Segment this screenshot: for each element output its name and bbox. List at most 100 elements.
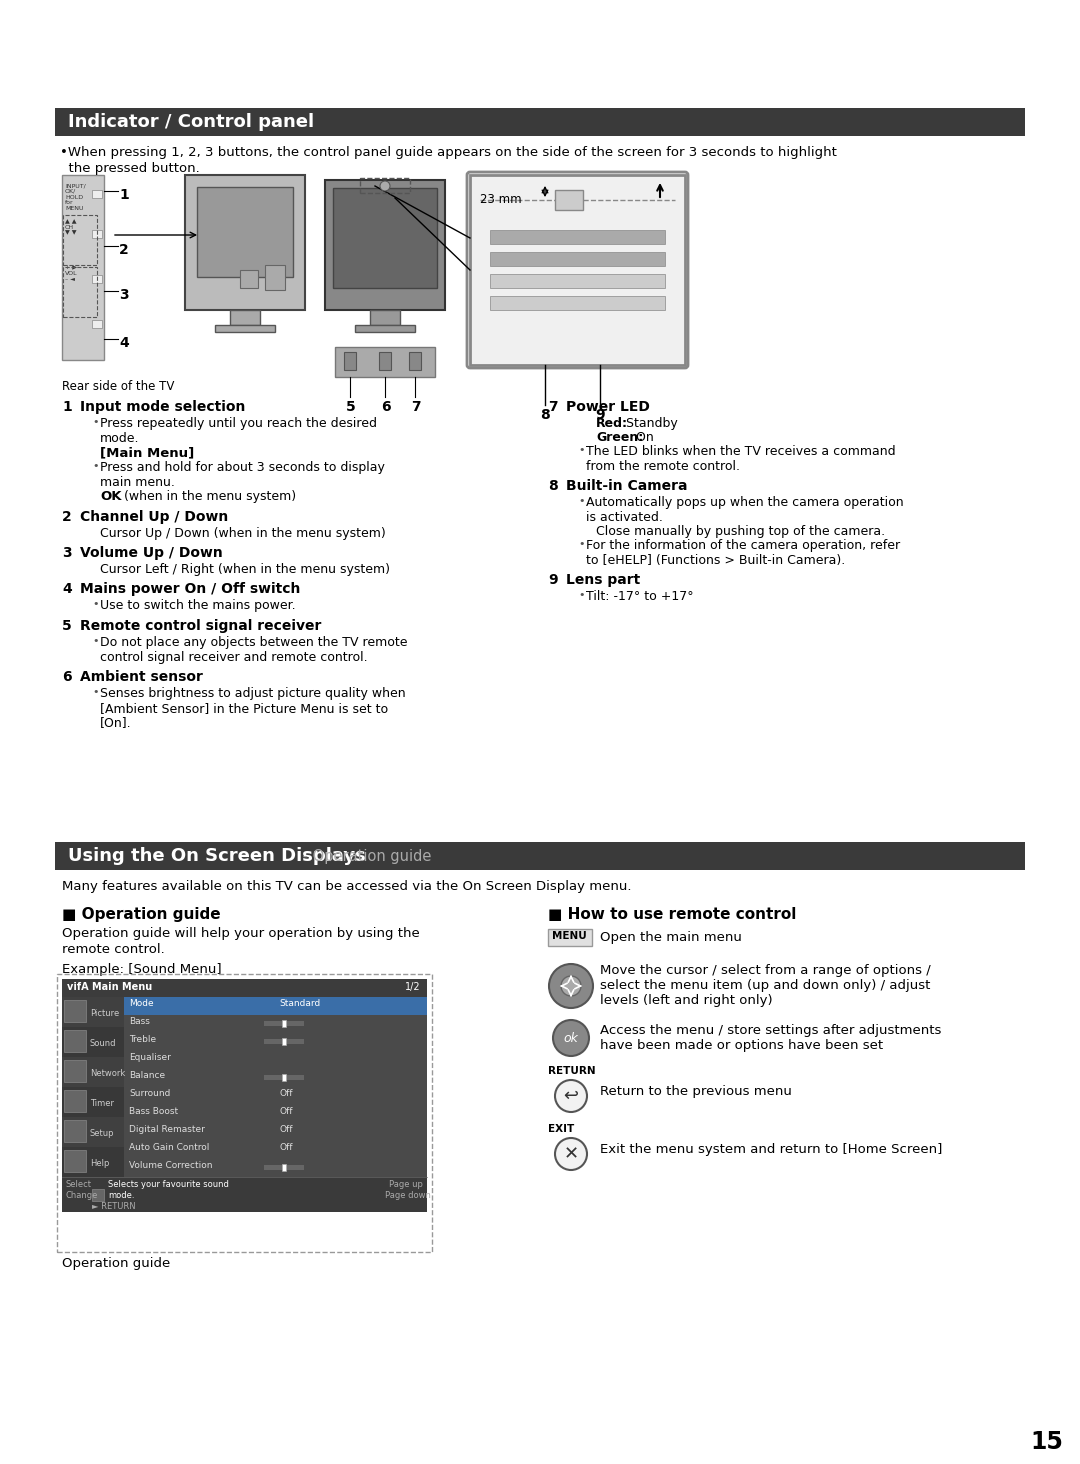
- Text: Balance: Balance: [129, 1072, 165, 1080]
- Bar: [264, 1165, 303, 1170]
- Text: Rear side of the TV: Rear side of the TV: [62, 381, 174, 392]
- Text: •When pressing 1, 2, 3 buttons, the control panel guide appears on the side of t: •When pressing 1, 2, 3 buttons, the cont…: [60, 146, 837, 160]
- Text: Mode: Mode: [129, 998, 153, 1009]
- Text: 4: 4: [119, 337, 129, 350]
- Text: Red:: Red:: [596, 417, 627, 430]
- Bar: [63, 266, 97, 318]
- Bar: [370, 310, 400, 325]
- FancyBboxPatch shape: [467, 171, 688, 367]
- Bar: [282, 1075, 286, 1080]
- Text: 8: 8: [548, 479, 557, 493]
- Text: Channel Up / Down: Channel Up / Down: [80, 509, 228, 524]
- Bar: [264, 1020, 303, 1026]
- Bar: [92, 230, 102, 239]
- Bar: [470, 176, 685, 365]
- Bar: [92, 190, 102, 198]
- Text: Auto Gain Control: Auto Gain Control: [129, 1143, 210, 1152]
- Bar: [64, 1031, 86, 1053]
- Text: Page up: Page up: [389, 1180, 423, 1189]
- Text: OK: OK: [100, 490, 121, 504]
- Text: Picture: Picture: [90, 1009, 119, 1017]
- Text: vifA Main Menu: vifA Main Menu: [67, 982, 152, 993]
- Text: ► RETURN: ► RETURN: [92, 1202, 136, 1211]
- Bar: [197, 187, 293, 277]
- Bar: [64, 1151, 86, 1173]
- Text: EXIT: EXIT: [548, 1124, 575, 1135]
- Circle shape: [561, 976, 581, 996]
- Text: Power LED: Power LED: [566, 400, 650, 414]
- Text: from the remote control.: from the remote control.: [586, 460, 740, 473]
- Text: ✕: ✕: [564, 1145, 579, 1162]
- Bar: [230, 310, 260, 325]
- Text: Press repeatedly until you reach the desired: Press repeatedly until you reach the des…: [100, 417, 377, 430]
- Text: 9: 9: [595, 408, 605, 422]
- Text: Do not place any objects between the TV remote: Do not place any objects between the TV …: [100, 635, 407, 649]
- Text: Green:: Green:: [596, 430, 644, 444]
- Bar: [92, 1189, 104, 1200]
- Text: 1: 1: [62, 400, 71, 414]
- Text: Cursor Left / Right (when in the menu system): Cursor Left / Right (when in the menu sy…: [100, 564, 390, 575]
- Text: Automatically pops up when the camera operation: Automatically pops up when the camera op…: [586, 496, 904, 509]
- Text: RETURN: RETURN: [548, 1066, 596, 1076]
- Text: 3: 3: [119, 288, 129, 302]
- Bar: [548, 930, 592, 946]
- Text: 2: 2: [119, 243, 129, 258]
- Bar: [185, 176, 305, 310]
- Text: •: •: [92, 599, 98, 609]
- Text: 3: 3: [62, 546, 71, 561]
- Bar: [240, 269, 258, 288]
- Text: 1/2: 1/2: [405, 982, 420, 993]
- Text: 23 mm: 23 mm: [480, 193, 522, 206]
- Text: Off: Off: [279, 1089, 293, 1098]
- Text: ■ Operation guide: ■ Operation guide: [62, 908, 220, 922]
- Text: 6: 6: [381, 400, 391, 414]
- Bar: [264, 1039, 303, 1044]
- Text: remote control.: remote control.: [62, 943, 165, 956]
- Bar: [333, 187, 437, 288]
- Bar: [64, 1000, 86, 1022]
- Text: control signal receiver and remote control.: control signal receiver and remote contr…: [100, 651, 367, 665]
- Bar: [360, 179, 410, 193]
- Text: ok: ok: [564, 1032, 579, 1044]
- Bar: [92, 275, 102, 283]
- Text: Ambient sensor: Ambient sensor: [80, 671, 203, 684]
- Text: the pressed button.: the pressed button.: [60, 163, 200, 176]
- Bar: [62, 1146, 124, 1177]
- Bar: [62, 176, 104, 360]
- Text: Input mode selection: Input mode selection: [80, 400, 245, 414]
- Bar: [555, 190, 583, 209]
- Text: mode.: mode.: [100, 432, 139, 445]
- Text: Standard: Standard: [279, 998, 321, 1009]
- Bar: [62, 1117, 124, 1146]
- Text: Standby: Standby: [622, 417, 678, 430]
- Bar: [409, 351, 421, 370]
- Bar: [470, 176, 685, 365]
- Text: Surround: Surround: [129, 1089, 171, 1098]
- Text: to [eHELP] (Functions > Built-in Camera).: to [eHELP] (Functions > Built-in Camera)…: [586, 553, 846, 567]
- Text: Select: Select: [66, 1180, 92, 1189]
- Text: 6: 6: [62, 671, 71, 684]
- Text: - Operation guide: - Operation guide: [298, 849, 431, 864]
- Text: INPUT/
OK/
HOLD
for
MENU: INPUT/ OK/ HOLD for MENU: [65, 183, 85, 211]
- Text: Selects your favourite sound: Selects your favourite sound: [108, 1180, 229, 1189]
- Bar: [490, 230, 665, 244]
- Text: 2: 2: [62, 509, 71, 524]
- Text: Digital Remaster: Digital Remaster: [129, 1124, 205, 1135]
- Text: [Main Menu]: [Main Menu]: [100, 447, 194, 460]
- Bar: [379, 351, 391, 370]
- Text: Using the On Screen Displays: Using the On Screen Displays: [68, 848, 366, 865]
- Text: Network: Network: [90, 1069, 125, 1078]
- Text: 15: 15: [1030, 1430, 1063, 1454]
- Text: •: •: [92, 417, 98, 427]
- Text: [On].: [On].: [100, 716, 132, 729]
- Bar: [490, 296, 665, 310]
- Bar: [335, 347, 435, 378]
- Bar: [64, 1091, 86, 1113]
- Text: 1: 1: [119, 187, 129, 202]
- Text: For the information of the camera operation, refer: For the information of the camera operat…: [586, 539, 900, 552]
- Bar: [62, 979, 427, 997]
- Text: Access the menu / store settings after adjustments
have been made or options hav: Access the menu / store settings after a…: [600, 1023, 942, 1053]
- Bar: [62, 1057, 124, 1086]
- Bar: [62, 176, 104, 360]
- Text: •: •: [578, 590, 584, 600]
